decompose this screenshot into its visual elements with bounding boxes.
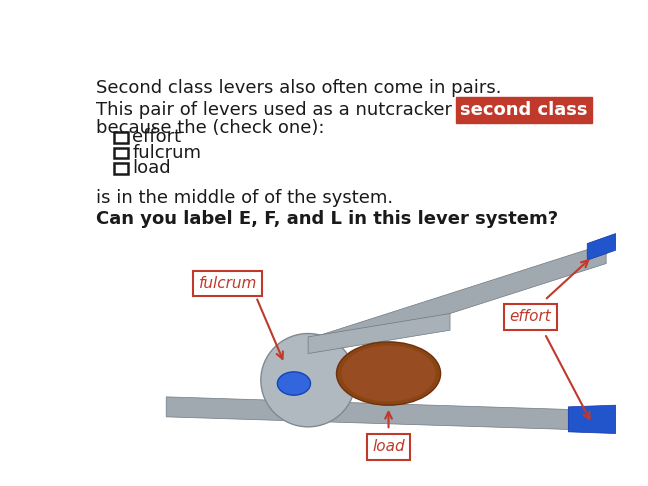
FancyBboxPatch shape <box>113 132 128 142</box>
Ellipse shape <box>341 345 436 402</box>
Polygon shape <box>568 405 616 434</box>
Text: is in the middle of of the system.: is in the middle of of the system. <box>96 189 393 207</box>
Polygon shape <box>587 234 616 260</box>
Polygon shape <box>166 397 592 430</box>
Text: effort: effort <box>509 310 551 324</box>
Text: Second class levers also often come in pairs.: Second class levers also often come in p… <box>96 79 502 97</box>
Text: fulcrum: fulcrum <box>198 276 257 291</box>
Text: second class: second class <box>460 102 588 120</box>
FancyBboxPatch shape <box>113 163 128 174</box>
Ellipse shape <box>261 333 355 427</box>
Text: load: load <box>372 439 405 454</box>
Ellipse shape <box>277 372 310 395</box>
Text: because the (check one):: because the (check one): <box>96 119 325 137</box>
Text: load: load <box>132 159 171 177</box>
Polygon shape <box>308 313 450 353</box>
Text: Can you label E, F, and L in this lever system?: Can you label E, F, and L in this lever … <box>96 210 558 228</box>
Text: fulcrum: fulcrum <box>132 144 202 162</box>
Ellipse shape <box>336 342 441 405</box>
Polygon shape <box>294 243 606 364</box>
Text: This pair of levers used as a nutcracker is considered: This pair of levers used as a nutcracker… <box>96 102 583 120</box>
Text: effort: effort <box>132 128 181 146</box>
Text: This pair of levers used as a nutcracker is considered second class: This pair of levers used as a nutcracker… <box>96 102 648 120</box>
FancyBboxPatch shape <box>113 148 128 158</box>
